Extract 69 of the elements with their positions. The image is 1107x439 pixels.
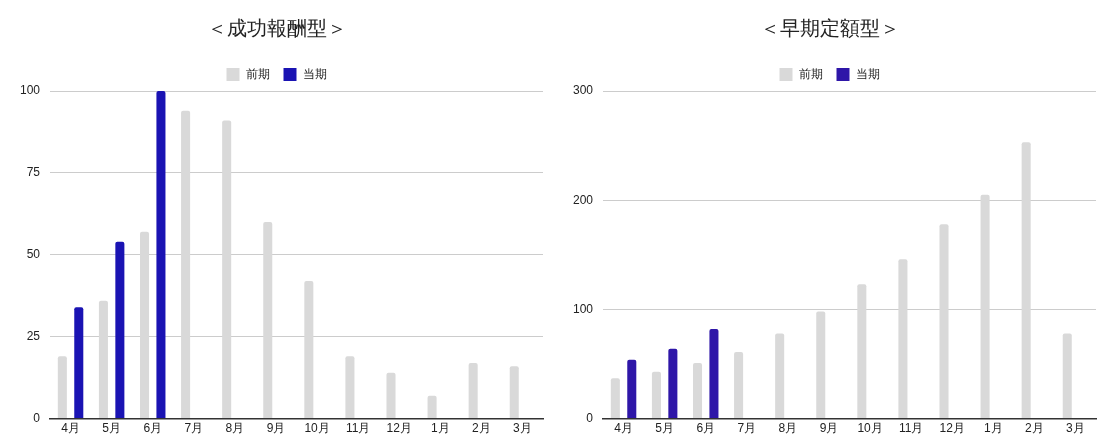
bar	[709, 329, 719, 419]
x-tick-label: 9月	[266, 421, 286, 436]
x-tick-label: 4月	[614, 421, 633, 436]
bar	[692, 362, 703, 419]
x-tick-label: 6月	[143, 421, 163, 436]
x-tick-label: 7月	[184, 421, 204, 436]
bar	[898, 259, 908, 419]
x-tick-label: 8月	[778, 421, 798, 436]
x-tick-label: 12月	[939, 421, 965, 436]
bar	[627, 359, 637, 419]
chart-title: ＜成功報酬型＞	[206, 16, 347, 41]
x-tick-label: 12月	[386, 421, 412, 436]
bar	[57, 356, 67, 419]
bar	[222, 120, 232, 419]
x-tick-label: 2月	[1025, 421, 1044, 436]
y-tick-label: 25	[26, 329, 41, 344]
bar	[857, 284, 867, 419]
x-tick-label: 5月	[655, 421, 674, 436]
bar	[263, 222, 273, 419]
bar	[386, 372, 396, 419]
bar	[345, 356, 355, 419]
bar	[181, 110, 191, 419]
bar	[468, 362, 478, 419]
chart-title: ＜早期定額型＞	[759, 16, 900, 41]
x-tick-label: 9月	[819, 421, 839, 436]
bar	[427, 395, 437, 419]
bar	[304, 281, 314, 419]
bar	[74, 307, 84, 419]
x-tick-label: 4月	[61, 421, 80, 436]
x-tick-label: 7月	[737, 421, 757, 436]
legend-label: 当期	[855, 66, 880, 81]
bar	[115, 241, 125, 419]
x-tick-label: 1月	[983, 421, 1003, 436]
y-tick-label: 100	[572, 301, 594, 316]
y-tick-label: 200	[572, 192, 594, 207]
x-tick-label: 10月	[857, 421, 883, 436]
bar	[1062, 333, 1072, 419]
x-tick-label: 10月	[304, 421, 330, 436]
x-tick-label: 6月	[696, 421, 716, 436]
y-tick-label: 300	[572, 83, 594, 98]
bar	[156, 91, 166, 419]
x-tick-label: 3月	[513, 421, 532, 436]
y-tick-label: 50	[26, 247, 41, 262]
legend-label: 前期	[798, 66, 823, 81]
bar	[775, 333, 785, 419]
bar	[509, 366, 519, 419]
bar	[610, 378, 620, 419]
bar	[980, 194, 990, 419]
bar	[98, 300, 108, 419]
y-tick-label: 0	[33, 410, 41, 425]
bar	[816, 311, 826, 419]
bar	[734, 351, 744, 419]
x-tick-label: 8月	[225, 421, 245, 436]
bar	[668, 348, 678, 419]
y-tick-label: 75	[26, 165, 41, 180]
x-tick-label: 2月	[472, 421, 491, 436]
x-tick-label: 11月	[898, 421, 924, 436]
legend-label: 前期	[245, 66, 270, 81]
x-tick-label: 11月	[345, 421, 371, 436]
x-tick-label: 5月	[102, 421, 121, 436]
x-tick-label: 3月	[1066, 421, 1085, 436]
legend-label: 当期	[302, 66, 327, 81]
bar	[651, 371, 661, 419]
bar	[939, 224, 949, 419]
bar	[139, 231, 150, 419]
y-tick-label: 100	[19, 83, 41, 98]
x-tick-label: 1月	[430, 421, 450, 436]
y-tick-label: 0	[586, 410, 594, 425]
bar	[1021, 142, 1031, 419]
